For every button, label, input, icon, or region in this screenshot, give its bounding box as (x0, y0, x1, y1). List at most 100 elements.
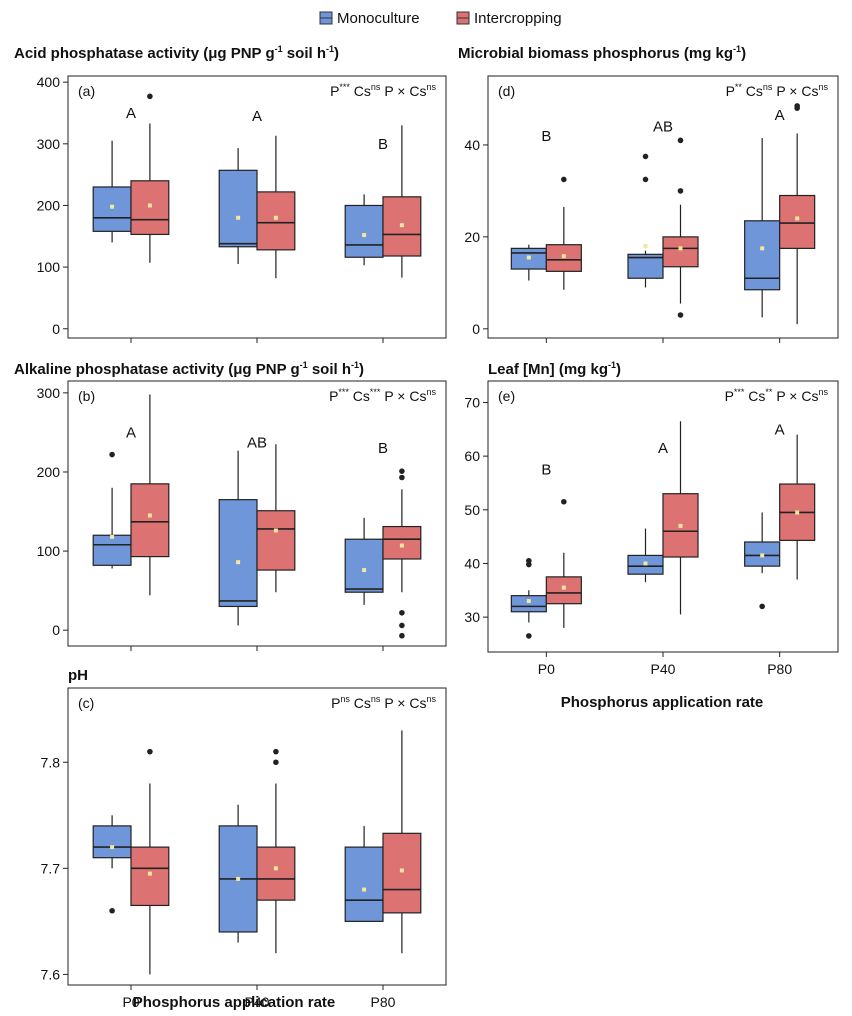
y-tick-label-e-3: 60 (464, 448, 480, 464)
box-b-intercropping-P40 (256, 444, 296, 593)
significance-letter-a-P0: A (126, 105, 136, 122)
mean-marker-e-intercropping-P80 (795, 510, 800, 515)
outlier-point-e-monoculture-P80-0 (759, 603, 765, 610)
box-e-monoculture-P80 (744, 512, 781, 610)
mean-marker-e-monoculture-P80 (760, 553, 765, 558)
x-tick-label-c-P40: P40 (245, 994, 270, 1010)
box-body-e-monoculture-P0 (510, 595, 547, 613)
stats-sig-d-2: ns (818, 82, 828, 92)
mean-marker-c-intercropping-P80 (399, 868, 404, 873)
box-c-intercropping-P80 (382, 730, 422, 954)
y-tick-label-d-1: 20 (464, 229, 480, 245)
outlier-point-c-intercropping-P40-0 (273, 748, 279, 755)
panel-title-a-pre: Acid phosphatase activity (μg PNP g (14, 45, 275, 62)
significance-letter-d-P80: A (775, 107, 785, 124)
panel-label-c: (c) (78, 695, 94, 711)
panel-title-a-mid: soil h (283, 45, 326, 62)
stats-sig-c-2: ns (426, 694, 436, 704)
box-b-monoculture-P40 (218, 450, 258, 626)
mean-marker-a-monoculture-P40 (236, 215, 241, 220)
mean-marker-d-intercropping-P80 (795, 216, 800, 221)
stats-term-e-0: P (725, 388, 734, 404)
panel-d: Microbial biomass phosphorus (mg kg-1) 0 2… (458, 44, 839, 343)
box-body-b-intercropping-P0 (130, 483, 170, 558)
box-body-d-monoculture-P80 (744, 220, 781, 291)
box-a-intercropping-P0 (130, 93, 170, 263)
significance-letter-e-P80: A (775, 421, 785, 438)
y-tick-label-a-4: 400 (37, 74, 61, 90)
mean-marker-e-monoculture-P40 (643, 561, 648, 566)
x-axis-title-right: Phosphorus application rate (561, 694, 764, 711)
box-body-a-intercropping-P40 (256, 191, 296, 251)
outlier-point-b-intercropping-P80-0 (399, 468, 405, 474)
significance-letter-e-P0: B (541, 462, 551, 479)
panel-title-b-pre: Alkaline phosphatase activity (μg PNP g (14, 361, 300, 378)
box-a-intercropping-P80 (382, 125, 422, 278)
outlier-point-d-intercropping-P40-1 (677, 188, 684, 194)
outlier-point-a-intercropping-P0-0 (147, 93, 153, 100)
mean-marker-b-monoculture-P0 (110, 534, 115, 539)
y-tick-label-c-0: 7.6 (41, 966, 61, 982)
box-body-c-intercropping-P0 (130, 846, 170, 907)
stats-sig-c-0: ns (340, 694, 350, 704)
stats-annotation-d: P** Csns P × Csns (726, 82, 829, 99)
box-body-b-monoculture-P80 (344, 538, 384, 593)
mean-marker-a-monoculture-P0 (110, 204, 115, 209)
stats-term-d-2: P × Cs (772, 83, 818, 99)
x-tick-label-c-P0: P0 (122, 994, 139, 1010)
mean-marker-e-monoculture-P0 (526, 599, 531, 604)
stats-sig-d-0: ** (735, 82, 743, 92)
outlier-point-b-intercropping-P80-2 (399, 609, 405, 616)
box-body-c-monoculture-P0 (92, 825, 132, 859)
stats-annotation-c: Pns Csns P × Csns (331, 694, 436, 711)
legend-item-intercropping[interactable]: Intercropping (456, 10, 562, 27)
panel-title-e-pre: Leaf [Mn] (mg kg (488, 361, 608, 378)
outlier-point-d-intercropping-P80-1 (794, 105, 800, 111)
outlier-point-c-monoculture-P0-0 (109, 907, 115, 914)
panel-title-b-post: ) (359, 361, 364, 378)
box-d-intercropping-P40 (662, 137, 699, 318)
panel-title-a-sup2: -1 (326, 44, 334, 54)
mean-marker-d-intercropping-P40 (678, 246, 683, 251)
y-tick-label-a-2: 200 (37, 197, 61, 213)
y-tick-label-b-1: 100 (37, 543, 61, 559)
stats-term-a-0: P (330, 83, 339, 99)
box-c-intercropping-P0 (130, 748, 170, 975)
stats-term-c-2: P × Cs (380, 695, 426, 711)
panel-title-b-sup2: -1 (351, 360, 359, 370)
outlier-point-d-intercropping-P40-0 (677, 137, 684, 144)
outlier-point-e-intercropping-P0-0 (561, 498, 567, 505)
mean-marker-d-intercropping-P0 (561, 254, 566, 259)
x-tick-label-e-P40: P40 (651, 661, 676, 677)
y-tick-label-e-1: 40 (464, 555, 480, 571)
legend-label-monoculture: Monoculture (337, 10, 420, 27)
y-tick-label-d-2: 40 (464, 137, 480, 153)
stats-term-d-1: Cs (742, 83, 763, 99)
panel-label-d: (d) (498, 83, 515, 99)
panel-title-b: Alkaline phosphatase activity (μg PNP g -… (14, 360, 364, 378)
box-e-intercropping-P80 (779, 434, 816, 580)
stats-term-a-1: Cs (350, 83, 371, 99)
y-tick-label-b-2: 200 (37, 464, 61, 480)
stats-sig-a-2: ns (426, 82, 436, 92)
panel-e: Leaf [Mn] (mg kg-1) 30 40 50 60 70 P0 P40 P80 (e)… (464, 360, 839, 677)
stats-sig-a-0: *** (339, 82, 350, 92)
mean-marker-b-monoculture-P40 (236, 560, 241, 565)
box-body-b-intercropping-P40 (256, 510, 296, 571)
panel-label-a: (a) (78, 83, 95, 99)
outlier-point-d-monoculture-P40-0 (642, 153, 649, 160)
stats-term-b-2: P × Cs (380, 388, 426, 404)
legend-item-monoculture[interactable]: Monoculture (319, 10, 420, 27)
panel-title-b-mid: soil h (308, 361, 351, 378)
panel-label-e: (e) (498, 388, 515, 404)
panel-title-e-post: ) (616, 361, 621, 378)
box-a-monoculture-P40 (218, 148, 258, 265)
box-d-monoculture-P80 (744, 138, 781, 318)
mean-marker-c-intercropping-P0 (147, 871, 152, 876)
legend-label-intercropping: Intercropping (474, 10, 562, 27)
box-body-d-intercropping-P40 (662, 236, 699, 268)
y-tick-label-a-0: 0 (52, 321, 60, 337)
stats-sig-b-2: ns (426, 387, 436, 397)
mean-marker-b-intercropping-P80 (399, 543, 404, 548)
outlier-point-b-intercropping-P80-1 (399, 474, 405, 481)
